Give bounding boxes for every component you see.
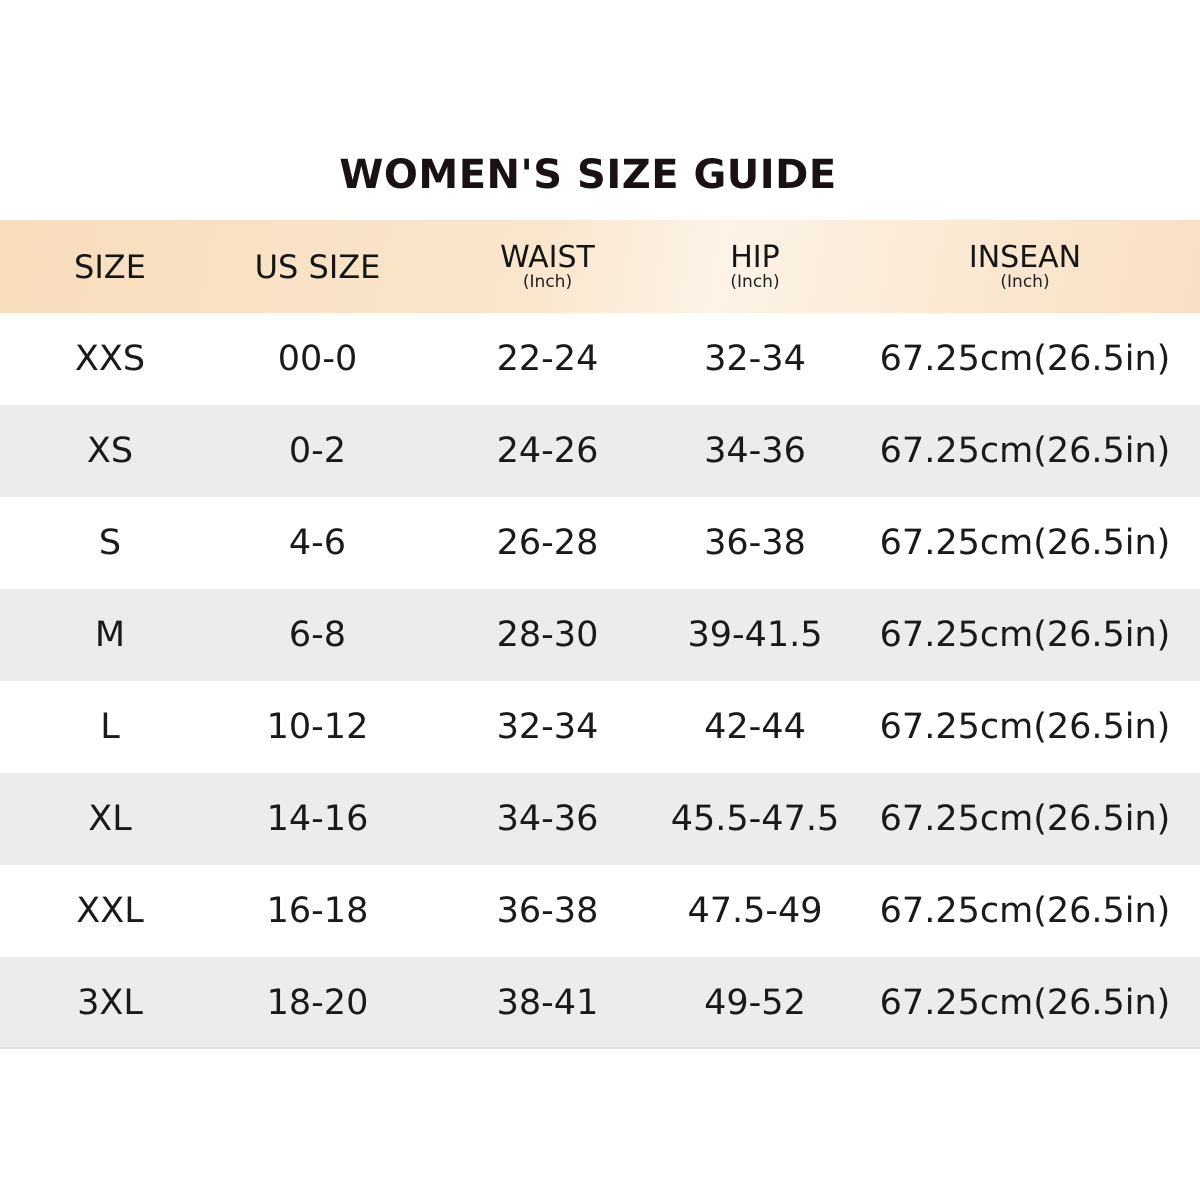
cell-waist: 36-38 xyxy=(496,891,599,931)
header-label: SIZE xyxy=(74,247,146,286)
cell-insean: 67.25cm(26.5in) xyxy=(879,523,1171,563)
header-unit: (Inch) xyxy=(522,271,573,292)
table-row: XS 0-2 24-26 34-36 67.25cm(26.5in) xyxy=(0,405,1200,497)
cell-us-size: 14-16 xyxy=(266,799,369,839)
cell-hip: 42-44 xyxy=(704,707,806,747)
table-row: XXS 00-0 22-24 32-34 67.25cm(26.5in) xyxy=(0,313,1200,405)
cell-insean: 67.25cm(26.5in) xyxy=(879,891,1171,931)
cell-size: S xyxy=(98,523,122,563)
cell-size: XS xyxy=(86,431,134,471)
cell-hip: 47.5-49 xyxy=(687,891,823,931)
cell-hip: 36-38 xyxy=(704,523,806,563)
cell-waist: 32-34 xyxy=(496,707,599,747)
cell-insean: 67.25cm(26.5in) xyxy=(879,983,1171,1023)
header-unit: (Inch) xyxy=(1000,271,1050,292)
cell-size: XXL xyxy=(76,891,144,931)
header-waist: WAIST (Inch) xyxy=(450,220,645,313)
cell-us-size: 18-20 xyxy=(266,983,369,1023)
table-header: SIZE US SIZE WAIST (Inch) HIP (Inch) INS… xyxy=(0,220,1200,313)
cell-waist: 22-24 xyxy=(496,339,599,379)
header-hip: HIP (Inch) xyxy=(660,220,850,313)
table-row: M 6-8 28-30 39-41.5 67.25cm(26.5in) xyxy=(0,589,1200,681)
cell-us-size: 6-8 xyxy=(288,615,347,655)
header-us-size: US SIZE xyxy=(215,220,420,313)
cell-size: M xyxy=(94,615,126,655)
cell-insean: 67.25cm(26.5in) xyxy=(879,339,1171,379)
cell-us-size: 00-0 xyxy=(277,339,358,379)
cell-waist: 26-28 xyxy=(496,523,599,563)
cell-insean: 67.25cm(26.5in) xyxy=(879,799,1171,839)
cell-hip: 32-34 xyxy=(704,339,806,379)
table-bottom-divider xyxy=(0,1047,1200,1049)
cell-waist: 28-30 xyxy=(496,615,599,655)
cell-us-size: 4-6 xyxy=(288,523,347,563)
cell-size: XL xyxy=(88,799,132,839)
table-row: XL 14-16 34-36 45.5-47.5 67.25cm(26.5in) xyxy=(0,773,1200,865)
table-row: XXL 16-18 36-38 47.5-49 67.25cm(26.5in) xyxy=(0,865,1200,957)
header-size: SIZE xyxy=(20,220,200,313)
cell-waist: 34-36 xyxy=(496,799,599,839)
table-row: S 4-6 26-28 36-38 67.25cm(26.5in) xyxy=(0,497,1200,589)
page-title: WOMEN'S SIZE GUIDE xyxy=(339,152,837,198)
header-label: HIP xyxy=(730,239,780,275)
cell-waist: 38-41 xyxy=(496,983,599,1023)
cell-hip: 45.5-47.5 xyxy=(670,799,840,839)
cell-size: XXS xyxy=(74,339,146,379)
cell-size: L xyxy=(100,707,120,747)
header-label: INSEAN xyxy=(968,239,1082,275)
header-label: US SIZE xyxy=(254,247,381,286)
header-label: WAIST xyxy=(500,239,595,275)
cell-insean: 67.25cm(26.5in) xyxy=(879,615,1171,655)
cell-insean: 67.25cm(26.5in) xyxy=(879,431,1171,471)
cell-insean: 67.25cm(26.5in) xyxy=(879,707,1171,747)
cell-us-size: 10-12 xyxy=(266,707,369,747)
table-row: L 10-12 32-34 42-44 67.25cm(26.5in) xyxy=(0,681,1200,773)
cell-size: 3XL xyxy=(77,983,143,1023)
cell-us-size: 16-18 xyxy=(266,891,369,931)
header-insean: INSEAN (Inch) xyxy=(860,220,1190,313)
header-unit: (Inch) xyxy=(730,271,780,292)
cell-waist: 24-26 xyxy=(496,431,599,471)
cell-hip: 49-52 xyxy=(704,983,806,1023)
cell-hip: 34-36 xyxy=(704,431,806,471)
cell-hip: 39-41.5 xyxy=(687,615,823,655)
cell-us-size: 0-2 xyxy=(288,431,347,471)
table-row: 3XL 18-20 38-41 49-52 67.25cm(26.5in) xyxy=(0,957,1200,1049)
